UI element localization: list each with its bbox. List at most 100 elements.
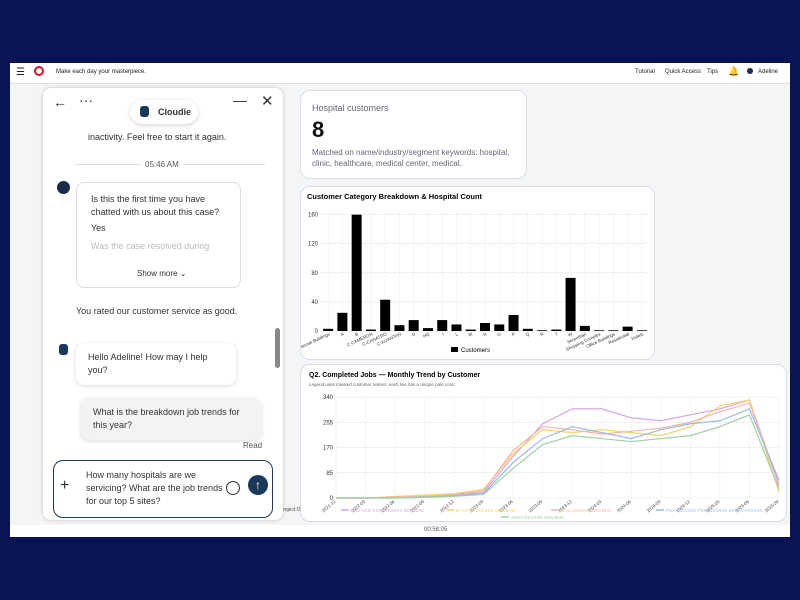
bar <box>437 320 448 331</box>
user-message: What is the breakdown job trends for thi… <box>81 398 261 440</box>
attach-button[interactable]: + <box>60 477 70 494</box>
x-tick-label: D <box>411 331 417 337</box>
bar <box>565 277 576 331</box>
user-icon[interactable] <box>747 68 753 74</box>
bot-name: Cloudie <box>158 107 191 117</box>
x-tick-label: 2024-06 <box>616 499 632 514</box>
more-button[interactable]: ··· <box>79 92 93 108</box>
x-tick-label: A <box>340 331 345 337</box>
show-more-text[interactable]: Show more <box>137 269 178 278</box>
chart-title: Q2. Completed Jobs — Monthly Trend by Cu… <box>309 372 480 379</box>
bar <box>480 323 490 331</box>
chart-subtitle: Legend uses masked customer names; each … <box>309 382 456 387</box>
bar <box>494 324 505 331</box>
bar <box>380 299 391 331</box>
x-tick-label: M <box>468 331 474 337</box>
card-title: Hospital customers <box>312 103 389 113</box>
tagline: Make each day your masterpiece. <box>56 69 147 75</box>
bot-message: Hello Adeline! How may I help you? <box>76 343 236 385</box>
chat-panel: ← ··· Cloudie — ✕ inactivity. Feel free … <box>43 88 283 520</box>
logo[interactable] <box>34 66 44 76</box>
x-tick-label: N <box>482 331 487 337</box>
bar <box>579 325 590 331</box>
x-tick-label: R <box>539 331 545 337</box>
bar <box>337 312 348 331</box>
send-button[interactable]: ↑ <box>248 475 268 495</box>
bar <box>451 324 462 331</box>
bot-avatar <box>59 344 68 355</box>
x-tick-label: Q <box>525 331 531 337</box>
menu-icon[interactable]: ☰ <box>16 67 25 78</box>
x-tick-label: HQ <box>422 331 431 339</box>
x-tick-label: 2022-12 <box>439 499 455 514</box>
status-bar: 00:58:05 <box>10 525 790 537</box>
bell-icon[interactable]: 🔔 <box>728 66 740 76</box>
bot-avatar <box>57 181 70 194</box>
legend-label: DAXX XXXXXXXX SDN BHD <box>456 508 516 513</box>
y-tick-label: 170 <box>323 446 334 452</box>
bar <box>323 328 334 331</box>
show-more[interactable]: Show more ⌄ <box>137 269 187 278</box>
legend-label: LNG HAN XXXXXXXXXX SDN BHD <box>351 508 425 513</box>
close-button[interactable]: ✕ <box>261 93 274 110</box>
rating-message: You rated our customer service as good. <box>76 306 238 316</box>
input-text[interactable]: How many hospitals are we servicing? Wha… <box>86 470 223 506</box>
user-name[interactable]: Adeline <box>758 69 779 75</box>
partial-text: roject O <box>283 507 301 513</box>
x-tick-label: P <box>511 331 516 337</box>
nav-link[interactable]: Quick Access <box>665 69 702 75</box>
bar <box>608 330 619 331</box>
timestamp: 05:46 AM <box>141 160 183 169</box>
x-tick-label: W <box>567 331 574 338</box>
minimize-button[interactable]: — <box>233 92 247 108</box>
survey-question: Was the case resolved during <box>91 241 210 251</box>
legend-label: PXXXXXXXXX PXXXXXXXXX SXXXX AXXXXX <box>666 508 763 513</box>
bar <box>622 326 633 331</box>
top-bar: ☰ Make each day your masterpiece. Tutori… <box>10 63 790 84</box>
system-message: inactivity. Feel free to start it again. <box>88 132 227 142</box>
legend-label: Customers <box>461 348 490 354</box>
y-tick-label: 80 <box>311 271 318 277</box>
bar <box>522 328 533 331</box>
bar <box>408 320 419 331</box>
legend-label: SXXX DXXXXX SDN BHD <box>511 515 565 520</box>
x-tick-label: I <box>441 331 444 336</box>
card-count: 8 <box>312 117 325 142</box>
screen: ☰ Make each day your masterpiece. Tutori… <box>10 63 790 537</box>
x-tick-label: 2023-09 <box>528 499 544 514</box>
y-tick-label: 40 <box>311 300 318 306</box>
y-tick-label: 0 <box>315 329 319 335</box>
bar <box>636 330 647 331</box>
y-tick-label: 120 <box>308 242 319 248</box>
bot-badge: Cloudie <box>130 100 198 124</box>
survey-card: Is this the first time you have chatted … <box>76 182 241 288</box>
nav-link[interactable]: Tips <box>707 69 719 75</box>
back-button[interactable]: ← <box>53 94 67 110</box>
chat-input[interactable]: + How many hospitals are we servicing? W… <box>53 460 273 518</box>
timer: 00:58:05 <box>424 527 448 533</box>
y-tick-label: 85 <box>326 471 333 477</box>
bar <box>594 330 605 331</box>
survey-question: Is this the first time you have chatted … <box>91 194 220 217</box>
legend-swatch <box>451 347 458 352</box>
emoji-button[interactable] <box>226 481 240 495</box>
bar <box>537 330 548 331</box>
x-tick-label: T <box>554 331 559 337</box>
bot-icon <box>140 106 149 117</box>
bar <box>394 325 405 331</box>
bar <box>365 329 376 331</box>
x-tick-label: 2024-09 <box>646 499 662 514</box>
bar <box>422 328 433 331</box>
nav-link[interactable]: Tutorial <box>635 69 655 75</box>
line <box>336 399 780 499</box>
bar-chart: Customer Category Breakdown & Hospital C… <box>300 186 655 360</box>
bar <box>551 329 562 331</box>
line <box>336 402 780 499</box>
bar <box>465 329 476 331</box>
line-chart: Q2. Completed Jobs — Monthly Trend by Cu… <box>300 364 787 522</box>
survey-answer: Yes <box>91 223 106 233</box>
legend-label: COX XXXXXX SDN BHD <box>561 508 612 513</box>
chart-title: Customer Category Breakdown & Hospital C… <box>307 192 483 201</box>
scrollbar[interactable] <box>275 328 280 368</box>
